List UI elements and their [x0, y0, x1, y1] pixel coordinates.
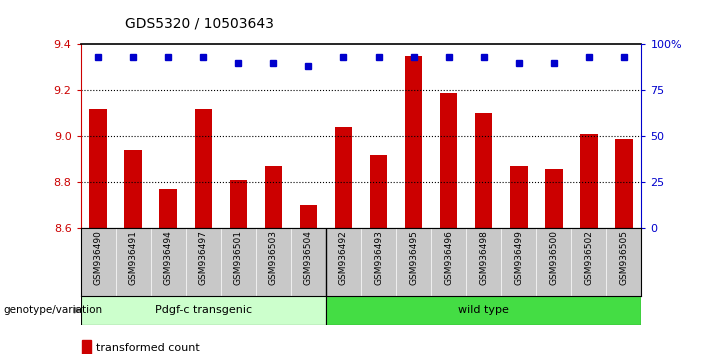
Text: GSM936503: GSM936503	[269, 230, 278, 285]
Text: genotype/variation: genotype/variation	[4, 305, 102, 315]
Text: GSM936496: GSM936496	[444, 230, 453, 285]
Text: GSM936501: GSM936501	[234, 230, 243, 285]
Bar	[300, 205, 317, 228]
Bar	[125, 150, 142, 228]
Text: Pdgf-c transgenic: Pdgf-c transgenic	[155, 305, 252, 315]
Text: GSM936500: GSM936500	[550, 230, 558, 285]
Bar	[335, 127, 353, 228]
Bar	[265, 166, 283, 228]
Bar	[81, 296, 326, 325]
Bar	[475, 113, 492, 228]
Text: GSM936490: GSM936490	[94, 230, 102, 285]
Text: GSM936498: GSM936498	[479, 230, 488, 285]
Text: GSM936502: GSM936502	[585, 230, 593, 285]
Bar	[90, 109, 107, 228]
Text: transformed count: transformed count	[96, 343, 200, 353]
Bar	[510, 166, 528, 228]
Text: GDS5320 / 10503643: GDS5320 / 10503643	[125, 16, 274, 30]
Text: GSM936499: GSM936499	[515, 230, 523, 285]
Bar	[405, 56, 423, 228]
Text: GSM936495: GSM936495	[409, 230, 418, 285]
Bar	[545, 169, 562, 228]
Text: GSM936505: GSM936505	[620, 230, 628, 285]
Bar	[615, 138, 633, 228]
Text: GSM936497: GSM936497	[199, 230, 207, 285]
Text: GSM936493: GSM936493	[374, 230, 383, 285]
Text: GSM936491: GSM936491	[129, 230, 137, 285]
Bar	[195, 109, 212, 228]
Text: GSM936494: GSM936494	[164, 230, 172, 285]
Text: GSM936504: GSM936504	[304, 230, 313, 285]
Text: GSM936492: GSM936492	[339, 230, 348, 285]
Bar	[230, 180, 247, 228]
Bar	[160, 189, 177, 228]
Bar	[370, 155, 387, 228]
Bar	[82, 339, 90, 354]
Bar	[580, 134, 598, 228]
Text: wild type: wild type	[458, 305, 509, 315]
Bar	[440, 92, 458, 228]
Bar	[326, 296, 641, 325]
